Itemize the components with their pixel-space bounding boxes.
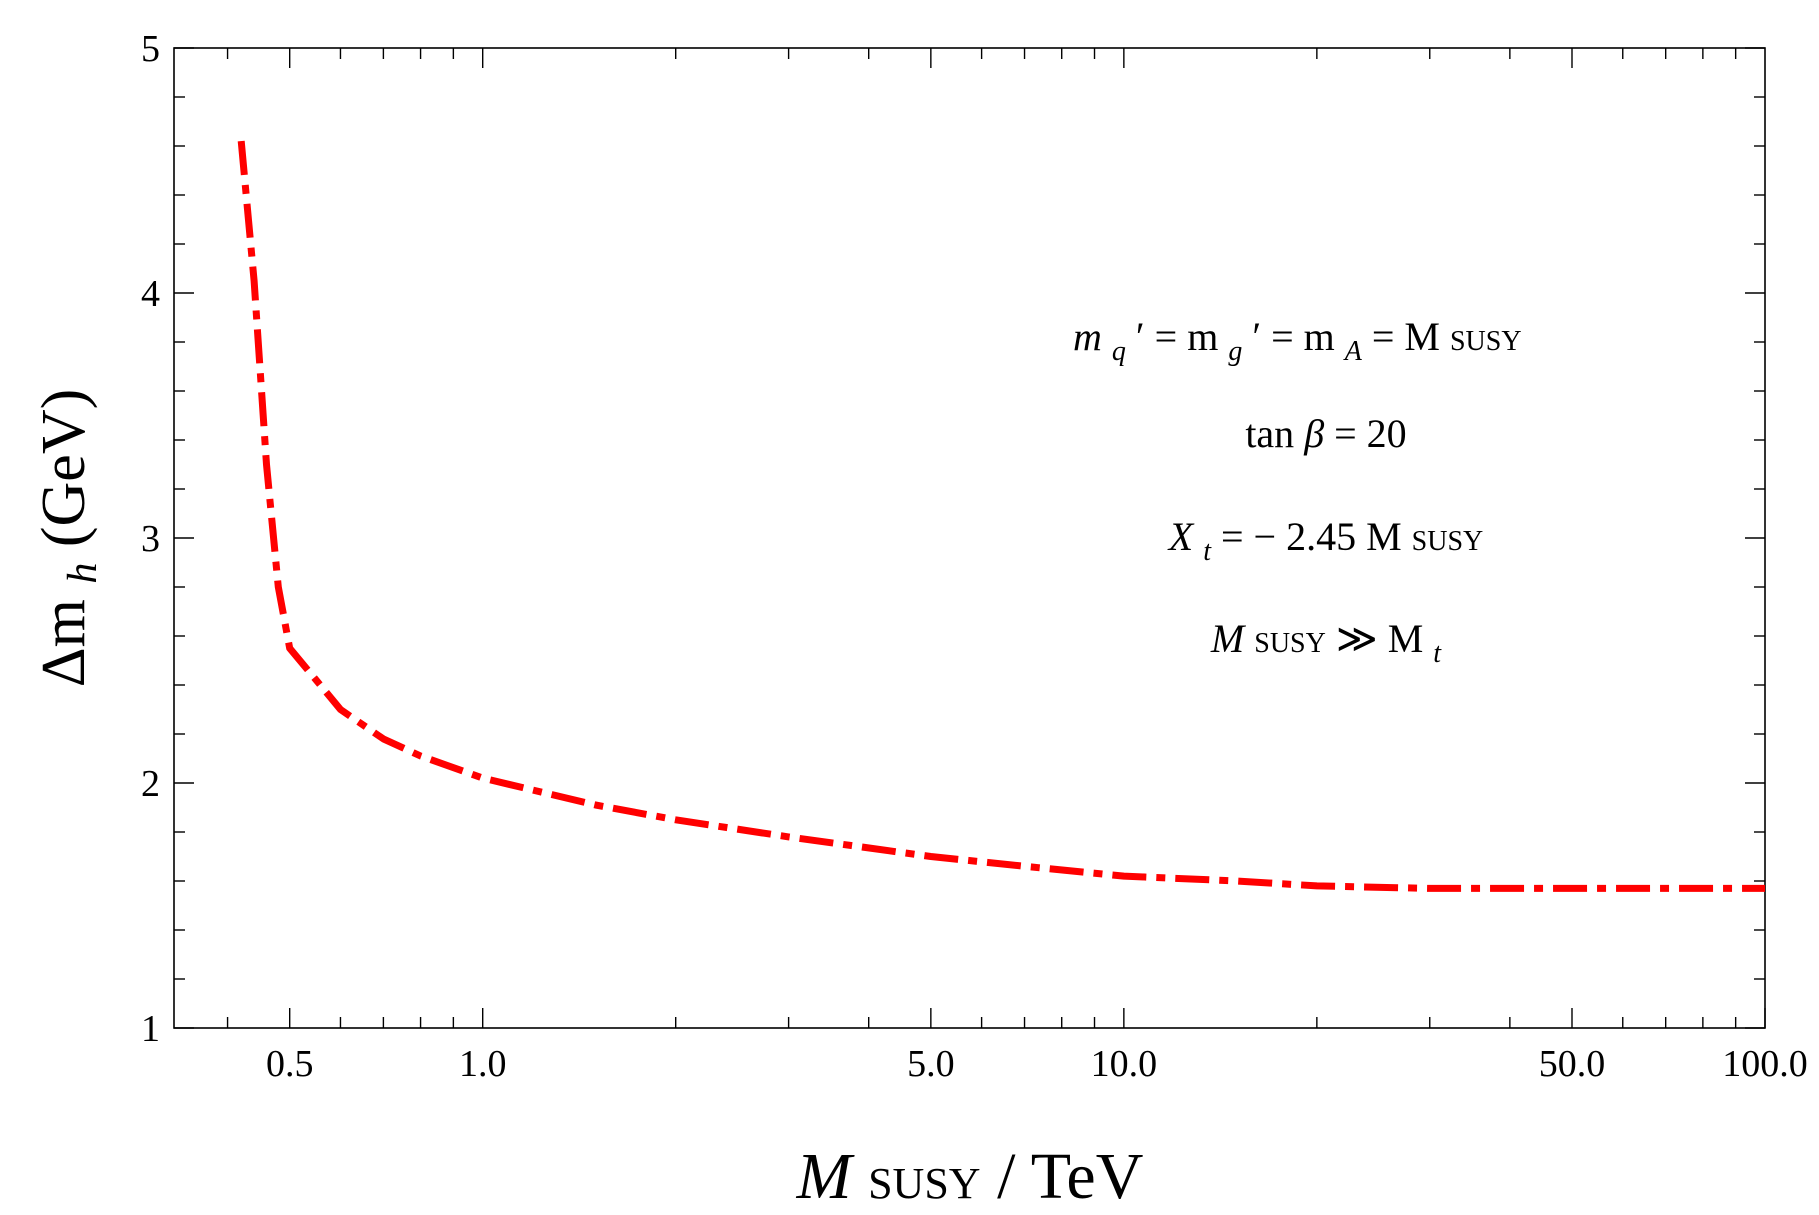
annotation-line-2: tan β = 20 [1245,411,1406,456]
x-tick-label: 1.0 [459,1043,507,1085]
y-axis-title-rest: (GeV) [30,389,98,547]
x-axis-title-rest: / TeV [997,1140,1143,1213]
y-axis-title-delta: Δm [30,599,98,687]
ann2-beta: β [1303,411,1324,456]
ann1-susy: SUSY [1450,326,1522,357]
ann1-eq2: ′ = m [1252,314,1334,359]
y-tick-label: 1 [141,1008,160,1050]
ann4-susy: SUSY [1254,628,1326,659]
y-ticks [174,47,1765,1029]
x-axis-title-main: M [796,1140,856,1213]
x-tick-label: 5.0 [907,1043,955,1085]
x-axis-title: M SUSY / TeV [796,1140,1144,1213]
y-axis-title: Δm h (GeV) [30,389,110,687]
annotation-line-4: M SUSY ≫ M t [1210,616,1442,669]
x-tick-label: 0.5 [266,1043,314,1085]
y-axis-title-sub: h [60,563,106,584]
ann3-X: X [1167,514,1195,559]
x-tick-label: 100.0 [1722,1043,1808,1085]
ann2-eq: = 20 [1334,411,1407,456]
series-group [237,140,1765,892]
ann4-gg: ≫ M [1336,616,1423,661]
ann1-g: g [1228,336,1242,367]
ann2-tan: tan [1245,411,1294,456]
x-tick-label: 50.0 [1539,1043,1606,1085]
y-tick-label: 2 [141,763,160,805]
ann1-q: q [1112,336,1126,367]
ann3-t: t [1203,536,1212,567]
x-tick-label: 10.0 [1091,1043,1158,1085]
ann1-A: A [1343,336,1363,367]
ann3-eq: = − 2.45 M [1221,514,1402,559]
annotation-line-3: X t = − 2.45 M SUSY [1167,514,1484,569]
ann4-t: t [1433,638,1442,669]
series-line-delta_mh [237,140,1765,892]
ann1-eq3: = M [1372,314,1440,359]
y-tick-label: 5 [141,28,160,70]
annotation-line-1: m q ′ = m g ′ = m A = M SUSY [1073,314,1522,369]
plot-frame [173,47,1766,1029]
ann3-susy: SUSY [1412,526,1484,557]
y-tick-label: 3 [141,518,160,560]
ann1-eq1: ′ = m [1136,314,1218,359]
y-tick-label: 4 [141,273,160,315]
x-axis-title-sub: SUSY [868,1159,981,1208]
x-tick-labels: 0.5 1.0 5.0 10.0 50.0 100.0 [266,1043,1808,1085]
ann1-m1: m [1073,314,1102,359]
y-tick-labels: 1 2 3 4 5 [141,28,160,1050]
x-ticks [226,48,1766,1028]
ann4-M: M [1210,616,1247,661]
annotation-block: m q ′ = m g ′ = m A = M SUSY tan β = 20 … [1073,314,1522,669]
